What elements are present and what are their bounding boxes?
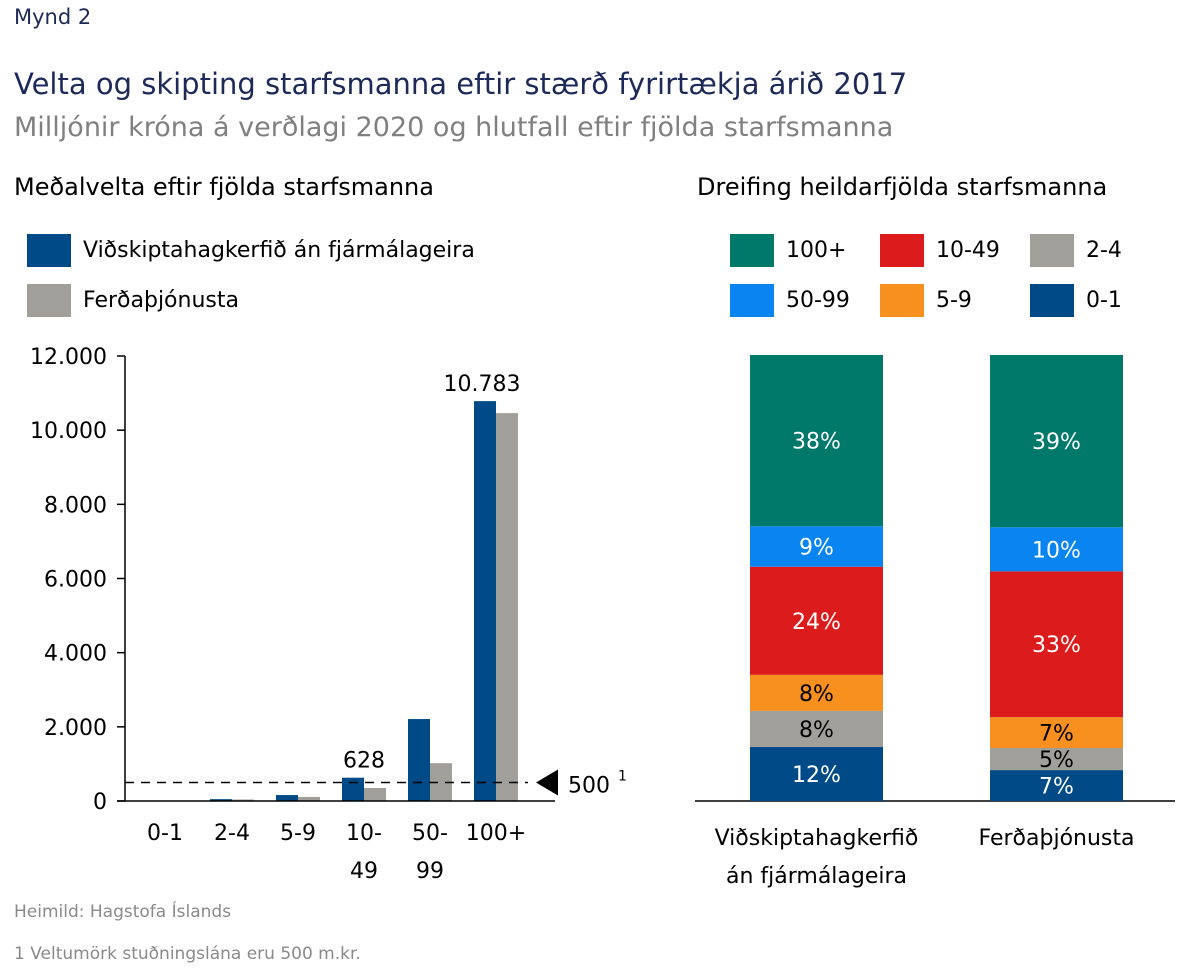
x-tick-label: án fjármálageira (726, 864, 907, 889)
segment-label: 12% (792, 763, 841, 788)
stacked-segment-2-4 (750, 710, 883, 747)
segment-label: 8% (799, 682, 834, 707)
segment-label: 5% (1039, 748, 1074, 773)
legend-label: 0-1 (1086, 288, 1122, 313)
legend-swatch (27, 234, 71, 267)
bar-ferdathjonusta (364, 788, 386, 801)
reference-label: 500 (568, 773, 610, 798)
segment-label: 8% (799, 718, 834, 743)
stacked-segment-2-4 (990, 748, 1123, 771)
y-tick-label: 8.000 (44, 493, 107, 518)
legend-item-0: Viðskiptahagkerfið án fjármálageira (27, 234, 475, 267)
source-note: Heimild: Hagstofa Íslands (14, 902, 232, 922)
y-tick-label: 4.000 (44, 642, 107, 667)
segment-label: 7% (1039, 722, 1074, 747)
reference-arrow-icon (536, 769, 558, 796)
figure-label: Mynd 2 (14, 5, 92, 29)
x-tick-label: 0-1 (147, 821, 183, 846)
legend-item-5-9: 5-9 (880, 284, 972, 317)
bar-vidskiptahagkerfid (342, 777, 364, 801)
legend-swatch (730, 284, 774, 317)
data-label: 10.783 (444, 372, 521, 397)
legend-item-2-4: 2-4 (1030, 234, 1122, 267)
legend-label: 100+ (786, 238, 847, 263)
legend-label: Ferðaþjónusta (83, 288, 239, 313)
segment-label: 10% (1032, 538, 1081, 563)
bar-ferdathjonusta (496, 413, 518, 801)
legend-swatch (730, 234, 774, 267)
legend-swatch (880, 234, 924, 267)
legend-swatch (27, 284, 71, 317)
segment-label: 24% (792, 610, 841, 635)
chart-title: Velta og skipting starfsmanna eftir stær… (14, 67, 908, 101)
stacked-segment-50-99 (750, 526, 883, 567)
x-tick-label: 2-4 (214, 821, 250, 846)
stacked-segment-50-99 (990, 527, 1123, 572)
legend-item-1: Ferðaþjónusta (27, 284, 239, 317)
legend-label: 5-9 (936, 288, 972, 313)
y-tick-label: 2.000 (44, 716, 107, 741)
x-tick-label: 10- (346, 821, 382, 846)
legend-item-50-99: 50-99 (730, 284, 850, 317)
y-tick-label: 6.000 (44, 568, 107, 593)
y-tick-label: 10.000 (30, 419, 107, 444)
x-tick-label: 100+ (466, 821, 526, 846)
bar-vidskiptahagkerfid (408, 719, 430, 801)
stacked-segment-10-49 (750, 566, 883, 675)
legend-label: 10-49 (936, 238, 1000, 263)
x-tick-label: Viðskiptahagkerfið (715, 826, 919, 851)
y-tick-label: 0 (93, 790, 107, 815)
segment-label: 38% (792, 430, 841, 455)
bar-ferdathjonusta (298, 796, 320, 801)
legend-swatch (880, 284, 924, 317)
legend-swatch (1030, 284, 1074, 317)
x-tick-label: 50- (412, 821, 448, 846)
stacked-segment-100+ (750, 355, 883, 527)
stacked-segment-0-1 (750, 746, 883, 801)
stacked-segment-5-9 (990, 717, 1123, 749)
footnote: 1 Veltumörk stuðningslána eru 500 m.kr. (14, 944, 361, 964)
segment-label: 7% (1039, 775, 1074, 800)
legend-swatch (1030, 234, 1074, 267)
segment-label: 39% (1032, 430, 1081, 455)
bar-vidskiptahagkerfid (474, 401, 496, 801)
legend-label: 2-4 (1086, 238, 1122, 263)
legend-item-10-49: 10-49 (880, 234, 1000, 267)
stacked-segment-10-49 (990, 571, 1123, 718)
legend-label: 50-99 (786, 288, 850, 313)
stacked-segment-100+ (990, 355, 1123, 528)
legend-label: Viðskiptahagkerfið án fjármálageira (83, 238, 475, 263)
left-panel-title: Meðalvelta eftir fjölda starfsmanna (14, 173, 434, 201)
bar-vidskiptahagkerfid (276, 795, 298, 801)
legend-item-0-1: 0-1 (1030, 284, 1122, 317)
stacked-segment-5-9 (750, 674, 883, 711)
legend-item-100+: 100+ (730, 234, 846, 267)
x-tick-label: Ferðaþjónusta (979, 826, 1135, 851)
reference-superscript: 1 (618, 768, 627, 784)
bar-vidskiptahagkerfid (210, 799, 232, 801)
segment-label: 9% (799, 535, 834, 560)
chart-subtitle: Milljónir króna á verðlagi 2020 og hlutf… (14, 112, 894, 143)
stacked-segment-0-1 (990, 770, 1123, 801)
y-tick-label: 12.000 (30, 345, 107, 370)
segment-label: 33% (1032, 633, 1081, 658)
x-tick-label: 5-9 (280, 821, 316, 846)
x-tick-label: 49 (350, 859, 378, 884)
right-panel-title: Dreifing heildarfjölda starfsmanna (697, 173, 1108, 201)
data-label: 628 (343, 749, 385, 774)
bar-ferdathjonusta (430, 763, 452, 801)
x-tick-label: 99 (416, 859, 444, 884)
